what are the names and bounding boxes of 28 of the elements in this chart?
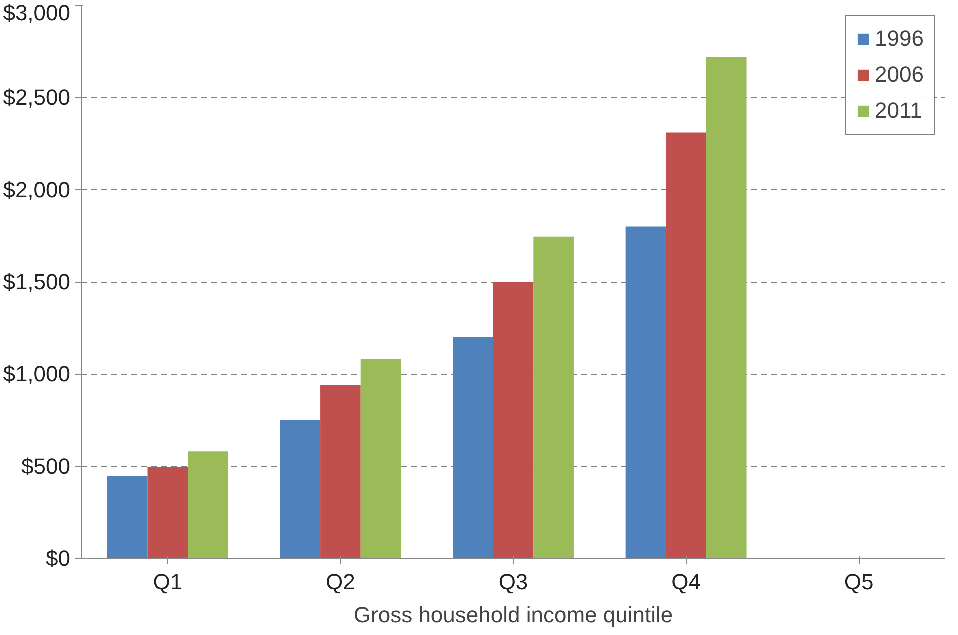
x-axis-title: Gross household income quintile [354,602,674,628]
y-tick-label: $2,500 [3,85,71,110]
x-tick-label: Q2 [326,570,356,594]
legend-label: 2006 [875,62,924,88]
bar [280,420,321,558]
y-tick-label: $0 [46,546,71,571]
bar [148,467,188,558]
bar [493,282,534,558]
y-tick-label: $500 [22,454,71,479]
bar [107,476,148,558]
bar [188,452,228,558]
bar [706,57,747,558]
x-tick-label: Q3 [498,570,528,594]
x-tick-label: Q5 [844,570,874,594]
bar [666,132,706,558]
bar [360,359,402,558]
bar [626,226,666,558]
y-tick-label: $2,000 [3,177,71,202]
bar [320,385,361,558]
bar [534,236,574,558]
x-tick-label: Q4 [672,570,701,594]
legend-label: 1996 [875,26,924,52]
y-tick-label: $3,000 [3,0,71,26]
legend-label: 2011 [875,98,922,124]
y-tick-label: $1,000 [3,362,71,387]
bar [453,337,494,558]
y-tick-label: $1,500 [3,270,71,294]
x-tick-label: Q1 [153,570,183,594]
